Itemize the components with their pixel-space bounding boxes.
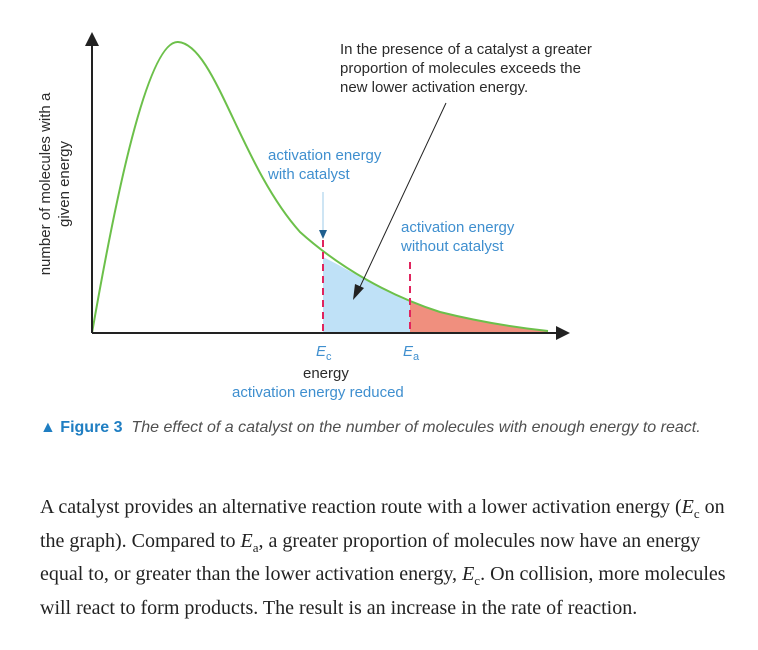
body-segment: A catalyst provides an alternative react… <box>40 496 682 518</box>
annotation-text: In the presence of a catalyst a greater … <box>340 40 592 97</box>
x-axis-label: energy <box>303 365 349 382</box>
x-axis-sublabel: activation energy reduced <box>232 384 404 401</box>
body-math-sub: c <box>474 573 481 588</box>
figure-caption: ▲ Figure 3 The effect of a catalyst on t… <box>40 416 720 440</box>
body-math-e: E <box>240 529 253 552</box>
annotation-line-2: proportion of molecules exceeds the <box>340 60 581 77</box>
body-segment: on the graph). Compared to <box>40 496 725 552</box>
distribution-curve <box>91 40 549 334</box>
annotation-line-1: In the presence of a catalyst a greater <box>340 41 592 58</box>
x-axis-arrowhead <box>556 326 570 340</box>
with-catalyst-line-2: with catalyst <box>268 166 350 183</box>
without-catalyst-line-1: activation energy <box>401 219 515 236</box>
body-math-e: E <box>462 563 475 585</box>
y-axis-label-line-1: number of molecules with a <box>37 92 54 276</box>
y-axis-label: number of molecules with a given energy <box>36 74 74 294</box>
ec-tick-label: Ec <box>316 342 332 367</box>
energy-distribution-figure: number of molecules with a given energy … <box>36 32 592 401</box>
ea-sub: a <box>413 351 420 363</box>
annotation-arrow <box>358 102 447 290</box>
ea-tick-label: Ea <box>403 342 419 367</box>
caption-text: The effect of a catalyst on the number o… <box>131 419 701 436</box>
ec-main: E <box>316 343 327 360</box>
caption-figure-label: Figure 3 <box>60 419 123 436</box>
y-axis-arrowhead <box>85 32 99 46</box>
body-math-sub: c <box>693 506 700 521</box>
with-catalyst-line-1: activation energy <box>268 147 382 164</box>
ea-main: E <box>403 343 414 360</box>
with-catalyst-label: activation energy with catalyst <box>268 146 381 184</box>
ec-sub: c <box>326 351 332 363</box>
body-math-e: E <box>681 496 694 518</box>
no-catalyst-shaded-area <box>410 302 548 333</box>
body-segment: . On collision, more molecules will reac… <box>40 563 726 619</box>
body-segment: , a greater proportion of molecules now … <box>40 529 701 586</box>
with-catalyst-arrowhead <box>319 230 327 239</box>
catalyst-shaded-area <box>323 257 410 333</box>
annotation-line-3: new lower activation energy. <box>340 79 529 96</box>
annotation-arrowhead <box>353 284 364 300</box>
y-axis-label-line-2: given energy <box>56 141 73 227</box>
body-math-sub: a <box>252 539 259 555</box>
without-catalyst-label: activation energy without catalyst <box>401 218 514 256</box>
caption-triangle-icon: ▲ <box>40 419 56 436</box>
without-catalyst-line-2: without catalyst <box>401 238 504 255</box>
distribution-graph <box>85 32 570 340</box>
body-paragraph: A catalyst provides an alternative react… <box>40 494 740 622</box>
